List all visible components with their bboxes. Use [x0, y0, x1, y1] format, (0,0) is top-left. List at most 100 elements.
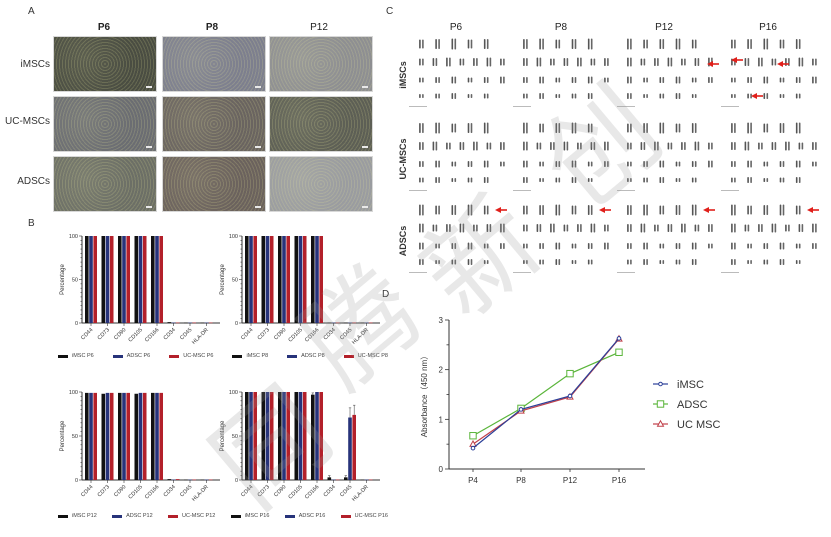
bar-adsc-p16-cd166: [315, 392, 319, 480]
x-tick-label: CD73: [257, 484, 271, 498]
y-tick-label: 50: [232, 434, 238, 440]
x-tick-label: CD105: [288, 484, 304, 500]
bar-imsc-p16-cd90: [278, 392, 282, 480]
legend-label: UC-MSC P8: [357, 353, 388, 359]
bar-adsc-p12-cd73: [105, 392, 110, 480]
x-tick-label: P4: [468, 476, 478, 485]
bar-adsc-p12-cd34: [171, 479, 176, 481]
legend-item: ADSC P16: [284, 513, 326, 519]
bar-uc-msc-p12-cd166: [159, 392, 163, 480]
bar-adsc-p12-cd45: [188, 479, 192, 481]
x-tick-label: CD73: [257, 327, 271, 341]
bar-adsc-p6-cd105: [138, 236, 143, 323]
legend-label: ADSC P16: [298, 513, 326, 519]
bar-imsc-p8-cd90: [278, 236, 282, 323]
scale-bar: [362, 206, 368, 208]
abnormality-arrow-icon: [495, 207, 507, 213]
scale-bar: [362, 146, 368, 148]
bar-imsc-p12-cd45: [184, 479, 188, 481]
series-line: [472, 338, 620, 445]
panel-a-col-p8: P8: [205, 22, 219, 33]
x-tick-label: CD90: [273, 484, 287, 498]
y-axis-label: Percentage: [220, 264, 226, 295]
bar-uc-msc-p16-cd105: [302, 392, 307, 480]
legend-label: ADSC P6: [126, 353, 151, 359]
micrograph-uc-mscs-p6: [53, 96, 157, 152]
bar-adsc-p16-cd34: [331, 479, 336, 481]
legend-item: iMSC P16: [230, 513, 269, 519]
bar-imsc-p12-cd166: [151, 392, 155, 480]
scale-bar: [362, 86, 368, 88]
legend-marker: [656, 419, 665, 427]
legend-swatch: [168, 514, 178, 518]
abnormality-arrow-icon: [751, 93, 763, 99]
karyotype-uc-mscs-p12: [617, 122, 713, 191]
panel-a-label: A: [28, 6, 35, 17]
bar-imsc-p8-cd44: [245, 236, 249, 323]
bar-adsc-p6-cd73: [105, 236, 110, 323]
bar-uc-msc-p6-cd44: [93, 236, 97, 323]
karyotype-imscs-p12: [617, 38, 713, 107]
bar-uc-msc-p12-hla-dr: [208, 479, 213, 481]
legend-swatch: [169, 354, 180, 358]
bar-imsc-p12-cd105: [134, 393, 139, 480]
legend-label: UC-MSC P6: [183, 353, 214, 359]
y-axis-label: Percentage: [220, 420, 226, 451]
bar-imsc-p16-hla-dr: [360, 479, 365, 481]
bar-uc-msc-p16-cd34: [335, 479, 340, 481]
legend-b-bottom: iMSC P12 ADSC P12 UC-MSC P12 iMSC P16 ADSC P…: [58, 513, 388, 519]
legend-label: iMSC P12: [72, 513, 97, 519]
karyotype-imscs-p6: [409, 38, 505, 107]
panel-c-col-p8: P8: [554, 22, 568, 33]
scale-bar: [255, 206, 261, 208]
legend-item: ADSC P8: [287, 353, 325, 359]
bar-imsc-p6-cd34: [167, 322, 172, 323]
legend-label: iMSC P8: [246, 353, 269, 359]
bar-uc-msc-p12-cd105: [142, 392, 147, 480]
y-tick-label: 0: [75, 321, 78, 327]
bar-uc-msc-p8-cd166: [319, 236, 323, 323]
x-tick-label: CD34: [163, 327, 177, 341]
legend-label: ADSC P12: [126, 513, 153, 519]
panel-c-col-p12: P12: [655, 22, 673, 33]
series-line: [472, 337, 620, 449]
bar-uc-msc-p8-cd44: [253, 236, 257, 323]
data-point: [615, 348, 623, 356]
panel-a-row-uc-mscs: UC-MSCs: [5, 116, 50, 127]
y-tick-label: 3: [439, 316, 444, 325]
bar-imsc-p16-cd105: [294, 392, 299, 480]
bar-imsc-p16-cd73: [261, 392, 266, 480]
line-chart-axes: 0 1 2 3 P4 P8 P12 P16 Absorbance（450 nm）: [420, 316, 645, 485]
bar-adsc-p8-cd166: [315, 236, 319, 323]
bar-imsc-p6-cd73: [101, 236, 106, 323]
abnormality-arrow-icon: [777, 61, 789, 67]
bar-adsc-p6-cd166: [155, 236, 159, 323]
panel-a-col-p6: P6: [97, 22, 111, 33]
y-tick-label: 0: [235, 478, 238, 484]
bar-uc-msc-p6-cd73: [109, 236, 114, 323]
y-tick-label: 0: [235, 321, 238, 327]
x-tick-label: CD45: [339, 484, 353, 498]
x-tick-label: CD45: [179, 484, 193, 498]
scale-bar: [146, 206, 152, 208]
data-point: [567, 393, 573, 399]
micrograph-imscs-p12: [269, 36, 373, 92]
x-tick-label: CD105: [288, 327, 304, 343]
bar-adsc-p8-cd73: [265, 236, 270, 323]
bar-uc-msc-p12-cd90: [126, 392, 130, 480]
y-tick-label: 50: [72, 434, 78, 440]
bar-imsc-p16-cd44: [245, 392, 249, 480]
bar-adsc-p16-cd45: [348, 417, 352, 480]
x-tick-label: HLA-DR: [191, 484, 210, 503]
bar-imsc-p6-cd105: [134, 236, 139, 323]
x-tick-label: P16: [612, 476, 627, 485]
x-tick-label: CD73: [97, 484, 111, 498]
y-tick-label: 2: [439, 366, 444, 375]
bar-imsc-p8-cd45: [344, 322, 348, 324]
x-tick-label: CD44: [80, 327, 94, 341]
series-line: [472, 351, 620, 437]
bar-imsc-p8-cd73: [261, 236, 266, 323]
legend-item: UC-MSC P6: [169, 353, 213, 359]
